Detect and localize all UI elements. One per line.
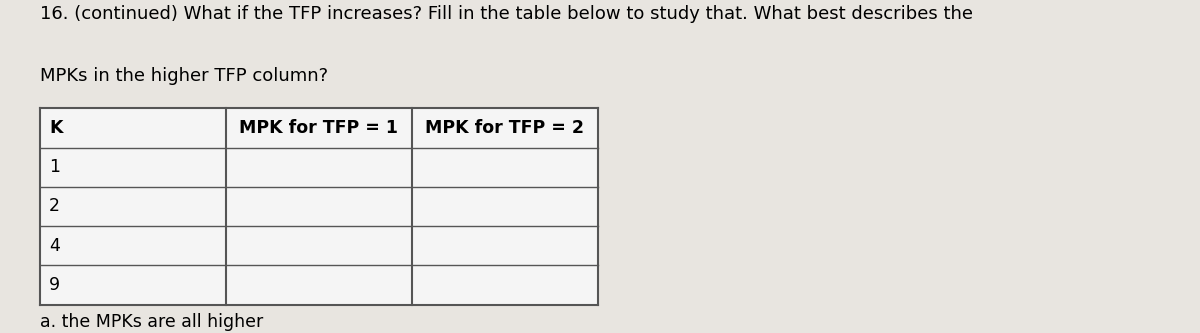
Text: MPKs in the higher TFP column?: MPKs in the higher TFP column? [40,67,328,85]
Text: MPK for TFP = 1: MPK for TFP = 1 [239,119,398,137]
Text: K: K [49,119,62,137]
Text: 9: 9 [49,276,60,294]
Text: a. the MPKs are all higher: a. the MPKs are all higher [40,313,263,331]
Text: 2: 2 [49,197,60,215]
Text: 1: 1 [49,158,60,176]
Text: 4: 4 [49,237,60,255]
Text: MPK for TFP = 2: MPK for TFP = 2 [425,119,584,137]
Text: 16. (continued) What if the TFP increases? Fill in the table below to study that: 16. (continued) What if the TFP increase… [40,5,973,23]
